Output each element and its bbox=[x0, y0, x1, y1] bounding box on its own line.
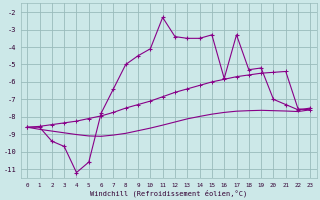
X-axis label: Windchill (Refroidissement éolien,°C): Windchill (Refroidissement éolien,°C) bbox=[90, 189, 247, 197]
